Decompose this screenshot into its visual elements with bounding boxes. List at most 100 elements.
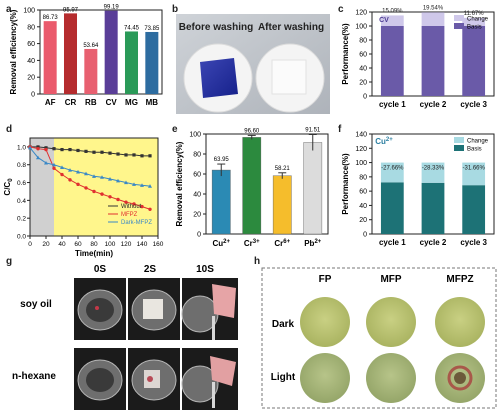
c-legend-swatch-change	[454, 15, 464, 21]
photo-b-washing: Before washing After washing	[176, 14, 330, 114]
panel-letter-c: c	[338, 4, 344, 15]
e-xtick-label-Cr3plus: Cr3+	[244, 239, 260, 248]
d-point-mfpz-4	[60, 172, 64, 177]
d-point-without-6	[76, 148, 80, 153]
a-ytick-label-2: 40	[27, 58, 35, 65]
panel-letter-b: b	[172, 4, 179, 15]
d-point-mfpz-2	[44, 147, 48, 152]
a-data-label-CR: 95.97	[63, 7, 79, 13]
a-ylabel: Removal efficiency(%)	[9, 9, 18, 94]
d-point-mfpz-9	[100, 192, 104, 196]
f-annotation: Cu2+	[375, 137, 393, 146]
d-point-without-14	[140, 154, 144, 158]
f-bar-basis-3	[462, 185, 486, 234]
d-point-dark-mfpz-3	[52, 162, 56, 167]
d-ytick-label-2: 0.4	[17, 198, 26, 205]
d-point-dark-mfpz-15	[148, 184, 152, 188]
d-ytick-label-3: 0.6	[17, 180, 26, 187]
a-xtick-label-CR: CR	[65, 98, 77, 107]
f-legend-swatch-basis	[454, 145, 464, 151]
a-ytick-label-1: 20	[27, 75, 35, 82]
a-bar-AF	[43, 21, 57, 95]
d-point-without-15	[148, 154, 152, 158]
a-xtick-label-MG: MG	[125, 98, 138, 107]
d-point-without-7	[84, 149, 88, 153]
a-data-label-MB: 73.85	[144, 26, 160, 32]
d-point-mfpz-1	[36, 146, 40, 151]
d-point-without-1	[36, 145, 40, 149]
e-bar-Cr3plus	[242, 137, 262, 235]
e-ytick-label-3: 60	[193, 172, 201, 179]
c-ytick-label-5: 100	[355, 24, 367, 31]
g-col-label-0: 0S	[94, 264, 107, 275]
d-point-dark-mfpz-9	[100, 175, 104, 179]
panel-letter-d: d	[6, 124, 13, 135]
c-ytick-label-1: 20	[359, 80, 367, 87]
d-ytick-label-0: 0.0	[17, 234, 26, 241]
f-bar-change-3	[462, 162, 486, 186]
fabric-washed	[271, 59, 307, 95]
a-bar-MB	[145, 31, 159, 94]
d-point-mfpz-10	[108, 195, 112, 199]
f-ytick-label-7: 140	[355, 132, 367, 139]
d-point-without-8	[92, 150, 96, 154]
c-ylabel: Performance(%)	[341, 23, 350, 85]
a-data-label-AF: 86.73	[43, 15, 59, 21]
f-legend-swatch-change	[454, 137, 464, 143]
a-data-label-CV: 99.19	[104, 5, 120, 11]
c-data-label-2: 19.54%	[423, 5, 444, 11]
e-plot-frame	[205, 133, 329, 235]
f-legend-label-basis: Basis	[467, 147, 482, 153]
d-xtick-label-0: 0	[28, 241, 32, 248]
c-bar-change-1	[380, 15, 404, 26]
c-ytick-label-0: 0	[363, 94, 367, 101]
d-point-mfpz-8	[92, 189, 96, 194]
a-bar-CR	[63, 13, 78, 94]
d-point-mfpz-12	[124, 200, 128, 204]
d-point-dark-mfpz-11	[116, 178, 120, 183]
before-washing-label: Before washing	[179, 22, 253, 33]
d-line-dark-mfpz	[29, 147, 151, 187]
f-bar-change-1	[380, 162, 404, 183]
e-bar-Cr6plus	[272, 175, 292, 235]
a-data-label-RB: 53.64	[83, 43, 99, 49]
f-xtick-label-3: cycle 3	[460, 238, 487, 247]
h-inhibition-zone	[447, 365, 473, 391]
c-ytick-label-6: 120	[355, 10, 367, 17]
d-ytick-label-1: 0.2	[17, 216, 26, 223]
d-xtick-label-8: 160	[153, 241, 164, 248]
e-bar-Cu2plus	[211, 169, 231, 235]
f-ytick-label-4: 80	[359, 174, 367, 181]
chart-e-removal-ions: 0 20 40 60 80 100 Removal efficiency(%) 63.95 Cu…	[175, 127, 329, 248]
c-ytick-label-2: 40	[359, 66, 367, 73]
a-ytick-label-5: 100	[23, 8, 35, 15]
d-point-dark-mfpz-10	[108, 176, 112, 181]
g-col-label-2: 10S	[196, 264, 214, 275]
h-col-label-1: MFP	[380, 274, 401, 285]
d-point-without-5	[68, 147, 72, 152]
after-washing-label: After washing	[258, 22, 324, 33]
e-bar-Pb2plus	[303, 142, 323, 235]
c-xtick-label-1: cycle 1	[379, 100, 406, 109]
a-data-label-MG: 74.45	[124, 25, 140, 31]
a-xtick-label-MB: MB	[146, 98, 159, 107]
c-legend-label-basis: Basis	[467, 25, 482, 31]
d-point-dark-mfpz-2	[44, 160, 48, 165]
a-xtick-label-AF: AF	[45, 98, 56, 107]
f-ytick-label-3: 60	[359, 189, 367, 196]
d-point-dark-mfpz-12	[124, 180, 128, 185]
d-point-dark-mfpz-8	[92, 174, 96, 178]
d-shaded-region-0	[30, 138, 54, 236]
d-xtick-label-5: 100	[105, 241, 116, 248]
d-point-dark-mfpz-14	[140, 183, 144, 187]
e-data-label-Cr6plus: 58.21	[275, 166, 291, 172]
d-point-mfpz-6	[76, 182, 80, 187]
e-ytick-label-4: 80	[193, 152, 201, 159]
a-bar-CV	[104, 10, 118, 95]
d-point-without-11	[116, 152, 120, 156]
g-fabric-oil	[143, 299, 163, 319]
f-xtick-label-2: cycle 2	[420, 238, 447, 247]
panel-letter-e: e	[172, 124, 178, 135]
f-ytick-label-0: 0	[363, 232, 367, 239]
chart-c-cycle-performance-cv: 0 20 40 60 80 100 120 Performance(%) 15.09% cycle…	[341, 5, 495, 109]
